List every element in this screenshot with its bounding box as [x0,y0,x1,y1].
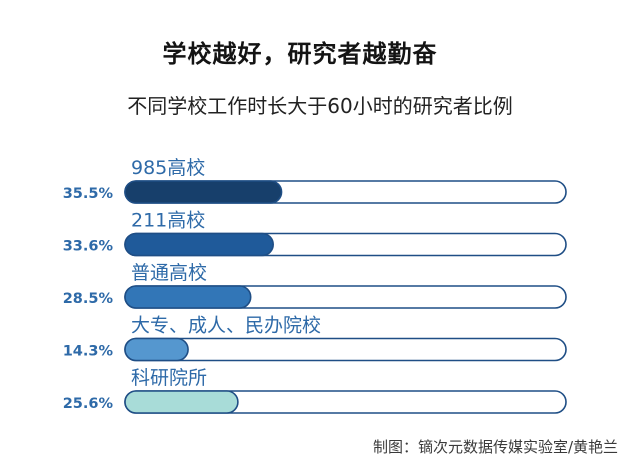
chart-title: 学校越好，研究者越勤奋 [162,40,438,68]
bar-row: 科研院所 25.6% [63,367,567,414]
category-label: 大专、成人、民办院校 [131,315,321,337]
value-label: 28.5% [63,291,114,307]
credit-text: 制图：镝次元数据传媒实验室/黄艳兰 [372,438,618,456]
chart-subtitle: 不同学校工作时长大于60小时的研究者比例 [127,94,513,118]
value-label: 25.6% [63,396,114,412]
bar-track [124,337,567,362]
category-label: 科研院所 [131,367,207,389]
category-label: 211高校 [131,210,205,232]
bar [124,232,274,257]
category-label: 985高校 [131,157,205,179]
bar-row: 985高校 35.5% [63,157,567,204]
bar-row: 大专、成人、民办院校 14.3% [63,315,567,362]
value-label: 35.5% [63,186,114,202]
bar [124,285,252,309]
bar-row: 211高校 33.6% [63,210,567,257]
category-label: 普通高校 [131,262,207,284]
bar-row: 普通高校 28.5% [63,262,567,309]
value-label: 14.3% [63,344,114,360]
bar [124,337,189,362]
bar [124,180,283,204]
bar [124,390,239,414]
value-label: 33.6% [63,239,114,255]
